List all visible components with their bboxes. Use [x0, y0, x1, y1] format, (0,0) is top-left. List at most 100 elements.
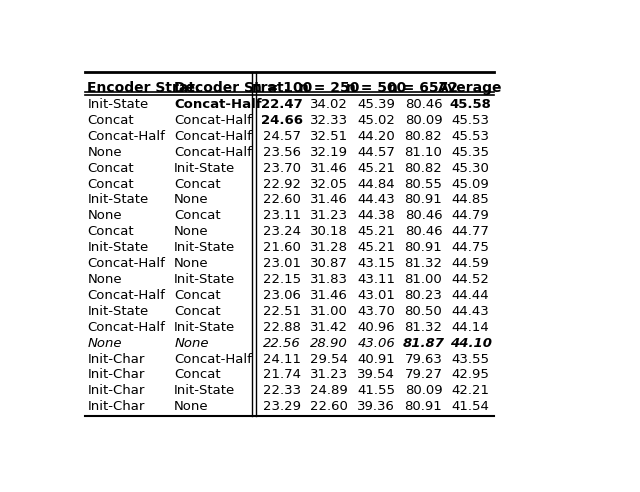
Text: Init-State: Init-State	[174, 273, 236, 286]
Text: 42.95: 42.95	[452, 369, 490, 381]
Text: Init-State: Init-State	[88, 193, 148, 207]
Text: 22.51: 22.51	[263, 305, 301, 318]
Text: 45.02: 45.02	[357, 114, 396, 127]
Text: 23.06: 23.06	[263, 289, 301, 302]
Text: 45.21: 45.21	[357, 162, 396, 175]
Text: 44.75: 44.75	[452, 241, 490, 254]
Text: 44.52: 44.52	[452, 273, 490, 286]
Text: 44.59: 44.59	[452, 257, 490, 270]
Text: Concat-Half: Concat-Half	[174, 353, 252, 366]
Text: 80.55: 80.55	[404, 178, 442, 190]
Text: 29.54: 29.54	[310, 353, 348, 366]
Text: 44.38: 44.38	[358, 210, 396, 222]
Text: 44.43: 44.43	[358, 193, 396, 207]
Text: 31.83: 31.83	[310, 273, 348, 286]
Text: 43.01: 43.01	[357, 289, 396, 302]
Text: Concat-Half: Concat-Half	[174, 130, 252, 143]
Text: 45.39: 45.39	[357, 98, 396, 111]
Text: 22.88: 22.88	[263, 321, 301, 334]
Text: 31.46: 31.46	[310, 193, 348, 207]
Text: 39.54: 39.54	[357, 369, 396, 381]
Text: 23.70: 23.70	[263, 162, 301, 175]
Text: None: None	[174, 337, 209, 350]
Text: 45.09: 45.09	[452, 178, 490, 190]
Text: Concat: Concat	[88, 178, 134, 190]
Text: 43.70: 43.70	[357, 305, 396, 318]
Text: None: None	[88, 337, 122, 350]
Text: 44.84: 44.84	[358, 178, 395, 190]
Text: n = 6572: n = 6572	[388, 82, 458, 95]
Text: Concat: Concat	[88, 162, 134, 175]
Text: 24.66: 24.66	[261, 114, 303, 127]
Text: 79.63: 79.63	[404, 353, 442, 366]
Text: n = 250: n = 250	[299, 82, 360, 95]
Text: 32.51: 32.51	[310, 130, 348, 143]
Text: 43.55: 43.55	[452, 353, 490, 366]
Text: 44.77: 44.77	[452, 225, 490, 238]
Text: Init-State: Init-State	[88, 305, 148, 318]
Text: 40.96: 40.96	[358, 321, 395, 334]
Text: None: None	[88, 273, 122, 286]
Text: Concat: Concat	[88, 114, 134, 127]
Text: 80.82: 80.82	[404, 162, 442, 175]
Text: 31.46: 31.46	[310, 289, 348, 302]
Text: Init-State: Init-State	[174, 241, 236, 254]
Text: 44.57: 44.57	[357, 146, 396, 159]
Text: 45.30: 45.30	[452, 162, 490, 175]
Text: 45.53: 45.53	[452, 114, 490, 127]
Text: 31.42: 31.42	[310, 321, 348, 334]
Text: 81.00: 81.00	[404, 273, 442, 286]
Text: Init-Char: Init-Char	[88, 369, 145, 381]
Text: 24.89: 24.89	[310, 384, 348, 398]
Text: 44.10: 44.10	[449, 337, 492, 350]
Text: 30.87: 30.87	[310, 257, 348, 270]
Text: Concat: Concat	[174, 305, 221, 318]
Text: 81.87: 81.87	[403, 337, 444, 350]
Text: Concat: Concat	[88, 225, 134, 238]
Text: 41.54: 41.54	[452, 400, 490, 413]
Text: 45.21: 45.21	[357, 225, 396, 238]
Text: 44.14: 44.14	[452, 321, 490, 334]
Text: Init-State: Init-State	[174, 384, 236, 398]
Text: None: None	[88, 146, 122, 159]
Text: 44.20: 44.20	[358, 130, 396, 143]
Text: 80.23: 80.23	[404, 289, 442, 302]
Text: 22.33: 22.33	[263, 384, 301, 398]
Text: 80.91: 80.91	[404, 193, 442, 207]
Text: None: None	[88, 210, 122, 222]
Text: None: None	[174, 193, 209, 207]
Text: 81.10: 81.10	[404, 146, 442, 159]
Text: Init-State: Init-State	[88, 241, 148, 254]
Text: 31.28: 31.28	[310, 241, 348, 254]
Text: 22.60: 22.60	[310, 400, 348, 413]
Text: 22.92: 22.92	[263, 178, 301, 190]
Text: Init-State: Init-State	[174, 162, 236, 175]
Text: Init-State: Init-State	[174, 321, 236, 334]
Text: Init-Char: Init-Char	[88, 400, 145, 413]
Text: 44.79: 44.79	[452, 210, 490, 222]
Text: 45.53: 45.53	[452, 130, 490, 143]
Text: 23.01: 23.01	[263, 257, 301, 270]
Text: Concat-Half: Concat-Half	[88, 289, 165, 302]
Text: 80.46: 80.46	[404, 98, 442, 111]
Text: n = 100: n = 100	[252, 82, 312, 95]
Text: 81.32: 81.32	[404, 321, 442, 334]
Text: 32.05: 32.05	[310, 178, 348, 190]
Text: Concat: Concat	[174, 369, 221, 381]
Text: None: None	[174, 257, 209, 270]
Text: 31.23: 31.23	[310, 369, 348, 381]
Text: 23.11: 23.11	[263, 210, 301, 222]
Text: 23.24: 23.24	[263, 225, 301, 238]
Text: 34.02: 34.02	[310, 98, 348, 111]
Text: None: None	[174, 225, 209, 238]
Text: 44.85: 44.85	[452, 193, 490, 207]
Text: 23.56: 23.56	[263, 146, 301, 159]
Text: 80.09: 80.09	[404, 114, 442, 127]
Text: 79.27: 79.27	[404, 369, 442, 381]
Text: None: None	[174, 400, 209, 413]
Text: 42.21: 42.21	[452, 384, 490, 398]
Text: 22.60: 22.60	[263, 193, 301, 207]
Text: 43.15: 43.15	[357, 257, 396, 270]
Text: Concat: Concat	[174, 178, 221, 190]
Text: Concat: Concat	[174, 210, 221, 222]
